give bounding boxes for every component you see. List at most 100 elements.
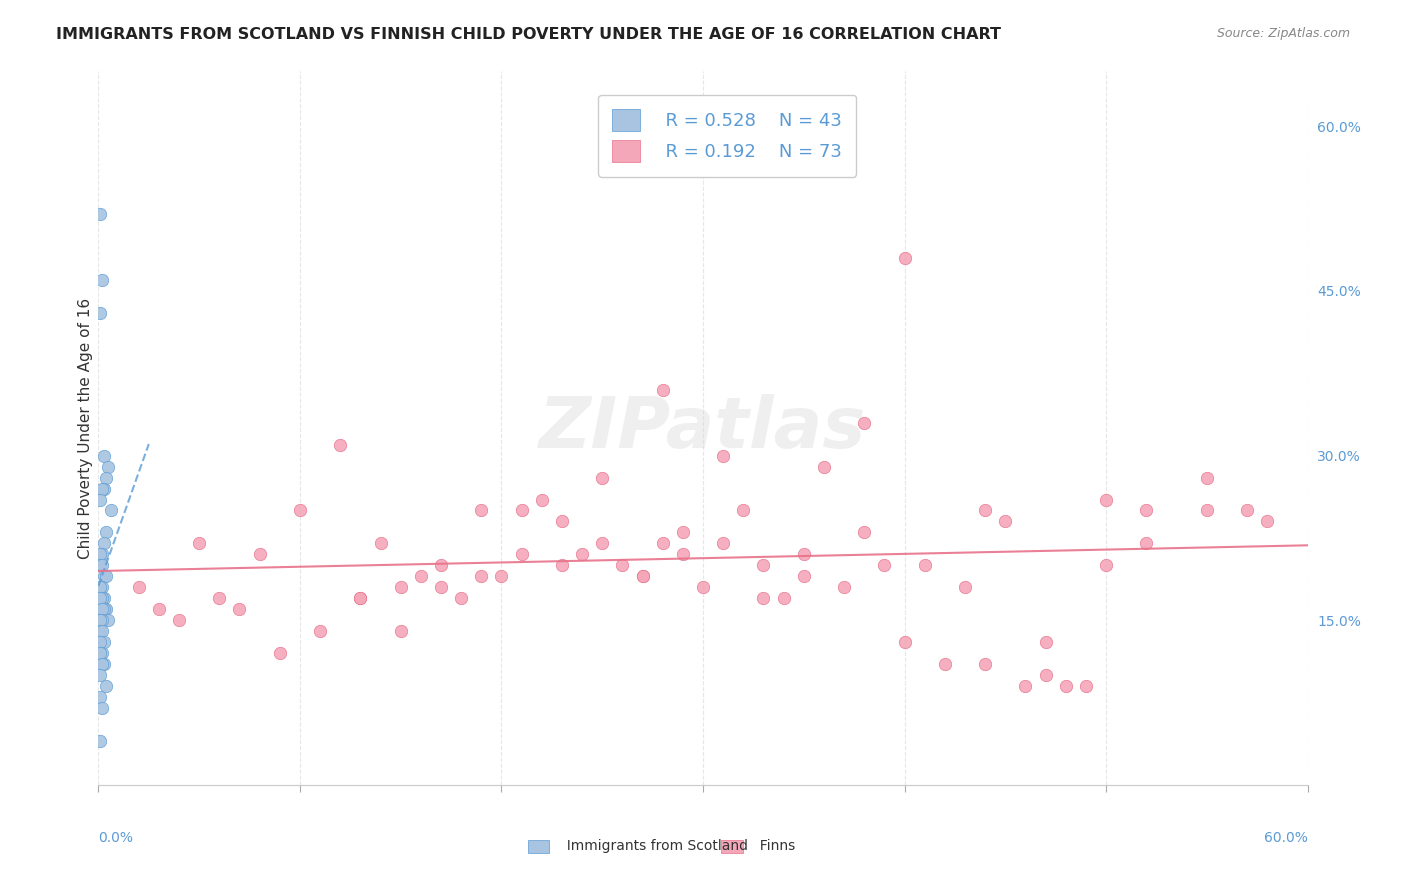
Point [389, 624, 412, 639]
Point [89, 734, 111, 748]
Point [551, 558, 574, 573]
Point [89, 613, 111, 627]
Point [832, 580, 855, 594]
Point [491, 569, 513, 583]
Point [893, 251, 915, 265]
Point [430, 580, 453, 594]
Point [89, 548, 111, 562]
Point [167, 613, 190, 627]
Point [591, 536, 613, 550]
Point [96, 525, 118, 540]
Point [914, 558, 936, 573]
Point [612, 558, 634, 573]
Point [93, 536, 115, 550]
Point [91, 580, 114, 594]
Point [349, 591, 371, 606]
Point [510, 548, 533, 562]
Point [631, 569, 654, 583]
Text: ZIPatlas: ZIPatlas [540, 393, 866, 463]
Point [752, 558, 775, 573]
Point [228, 602, 250, 616]
Point [934, 657, 956, 672]
Point [793, 569, 815, 583]
Point [128, 580, 150, 594]
Point [91, 701, 114, 715]
Text: 60.0%: 60.0% [1264, 831, 1308, 845]
Point [91, 613, 114, 627]
Point [571, 548, 593, 562]
Text: Source: ZipAtlas.com: Source: ZipAtlas.com [1216, 27, 1350, 40]
Point [974, 503, 997, 517]
Point [329, 437, 352, 451]
Point [672, 525, 695, 540]
Point [91, 602, 114, 616]
Point [91, 591, 114, 606]
Point [551, 515, 574, 529]
Point [89, 207, 111, 221]
Point [772, 591, 794, 606]
Point [249, 548, 271, 562]
Legend:   R = 0.528    N = 43,   R = 0.192    N = 73: R = 0.528 N = 43, R = 0.192 N = 73 [598, 95, 856, 177]
Point [430, 558, 453, 573]
Point [1035, 668, 1057, 682]
Point [1054, 679, 1077, 693]
Point [733, 503, 755, 517]
Point [96, 679, 118, 693]
Point [89, 646, 111, 660]
Text: 0.0%: 0.0% [98, 831, 134, 845]
Point [91, 482, 114, 496]
Point [93, 635, 115, 649]
Point [793, 548, 815, 562]
Point [89, 624, 111, 639]
Point [148, 602, 170, 616]
Point [631, 569, 654, 583]
Point [530, 492, 553, 507]
Point [873, 558, 896, 573]
Point [470, 503, 492, 517]
Point [89, 591, 111, 606]
Point [389, 580, 412, 594]
Point [91, 646, 114, 660]
Point [97, 613, 120, 627]
Point [91, 657, 114, 672]
Point [309, 624, 332, 639]
Point [91, 558, 114, 573]
Point [93, 591, 115, 606]
Point [208, 591, 231, 606]
Point [711, 536, 734, 550]
Point [93, 482, 115, 496]
Point [450, 591, 472, 606]
Point [853, 416, 876, 430]
Point [93, 602, 115, 616]
Point [1135, 503, 1157, 517]
Point [974, 657, 997, 672]
Point [1135, 536, 1157, 550]
Point [89, 613, 111, 627]
Point [93, 569, 115, 583]
Bar [527, 840, 550, 853]
Point [470, 569, 492, 583]
Point [711, 449, 734, 463]
Point [89, 668, 111, 682]
Point [89, 306, 111, 320]
Point [853, 525, 876, 540]
Y-axis label: Child Poverty Under the Age of 16: Child Poverty Under the Age of 16 [77, 298, 93, 558]
Point [813, 459, 835, 474]
Point [672, 548, 695, 562]
Point [89, 635, 111, 649]
Point [370, 536, 392, 550]
Point [994, 515, 1017, 529]
Point [1035, 635, 1057, 649]
Point [349, 591, 371, 606]
Text: IMMIGRANTS FROM SCOTLAND VS FINNISH CHILD POVERTY UNDER THE AGE OF 16 CORRELATIO: IMMIGRANTS FROM SCOTLAND VS FINNISH CHIL… [56, 27, 1001, 42]
Point [89, 580, 111, 594]
Point [97, 459, 120, 474]
Text: Finns: Finns [751, 838, 796, 853]
Point [893, 635, 915, 649]
Point [100, 503, 122, 517]
Point [91, 273, 114, 287]
Point [1256, 515, 1278, 529]
Point [93, 449, 115, 463]
Point [188, 536, 211, 550]
Point [1074, 679, 1097, 693]
